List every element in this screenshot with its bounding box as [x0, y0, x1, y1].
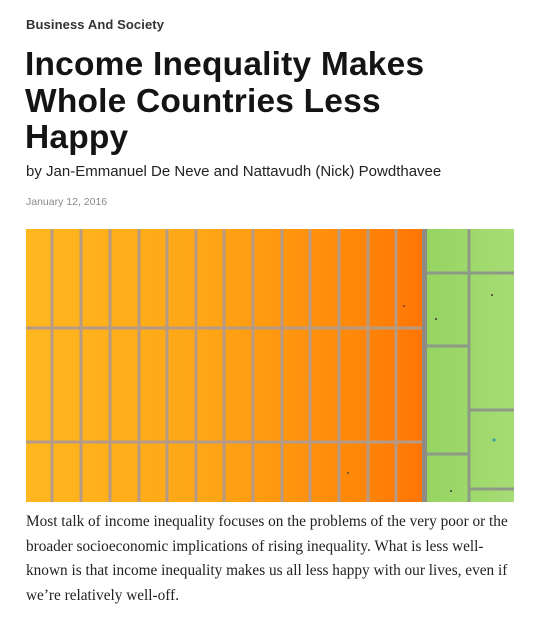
- headline-line-2: Whole Countries Less: [25, 82, 381, 120]
- byline-prefix: by: [26, 163, 47, 180]
- green-grout: [427, 229, 514, 502]
- hero-image: [26, 229, 514, 502]
- byline-joiner: and: [209, 163, 243, 180]
- byline: by Jan-Emmanuel De Neve and Nattavudh (N…: [26, 163, 441, 180]
- orange-grout-horizontal: [26, 326, 424, 444]
- author-link-de-neve[interactable]: Jan-Emmanuel De Neve: [46, 163, 210, 180]
- headline-line-1: Income Inequality Makes: [25, 46, 425, 83]
- topic-link[interactable]: Business And Society: [26, 17, 165, 32]
- headline-line-3: Happy: [25, 119, 129, 156]
- tile-speck-teal: [492, 438, 496, 442]
- publish-date: January 12, 2016: [26, 196, 108, 208]
- orange-grout-vertical: [50, 229, 398, 502]
- tile-divider: [422, 229, 427, 502]
- headline: Income Inequality Makes Whole Countries …: [25, 46, 505, 157]
- article-dek: Most talk of income inequality focuses o…: [26, 513, 508, 604]
- author-link-powdthavee[interactable]: Nattavudh (Nick) Powdthavee: [242, 163, 442, 180]
- tile-speckles: [347, 294, 493, 492]
